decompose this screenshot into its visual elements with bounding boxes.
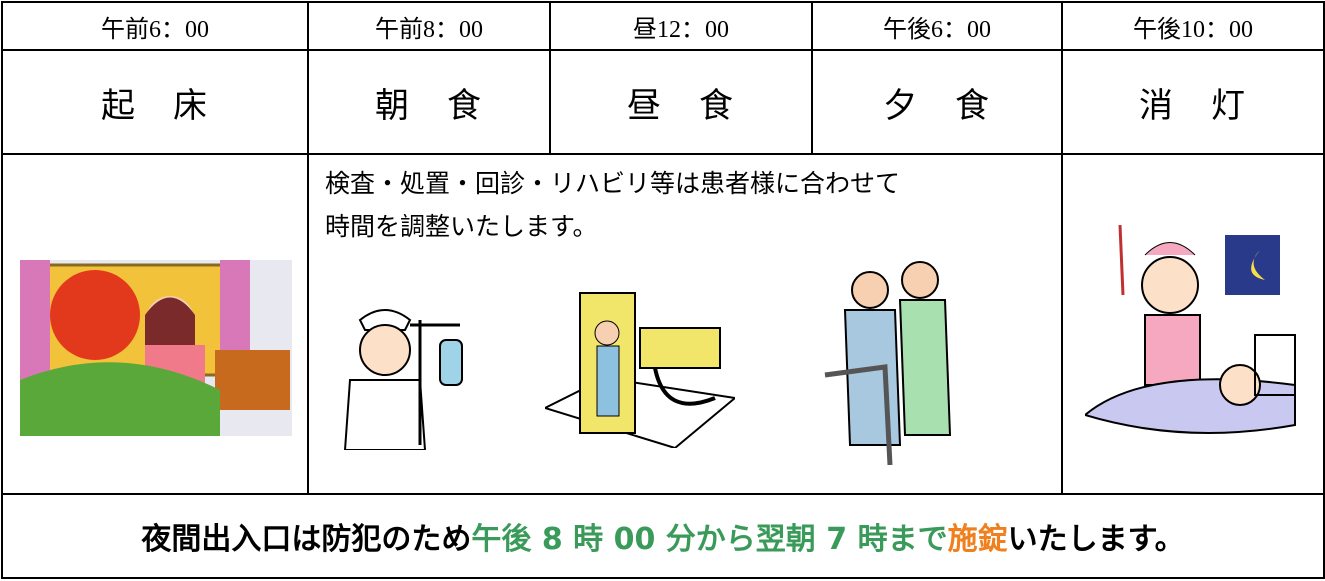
note-line: 検査・処置・回診・リハビリ等は患者様に合わせて (325, 171, 901, 198)
activity: 消 灯 (1061, 49, 1325, 155)
wakeup-illustration (20, 260, 292, 436)
activity: 朝 食 (307, 49, 551, 155)
activity: 昼 食 (549, 49, 813, 155)
time: 昼12：00 (549, 1, 813, 51)
nurse-illustration (343, 309, 463, 450)
rehab-illustration (824, 261, 952, 465)
xray-illustration (545, 292, 735, 448)
lightsout-illustration (1085, 225, 1296, 434)
time: 午後10：00 (1061, 1, 1325, 51)
footer-text: いたします。 (1007, 522, 1185, 557)
footer-lock: 施錠 (947, 522, 1008, 557)
activity: 起 床 (1, 49, 309, 155)
footer: 夜間出入口は防犯のため午後 8 時 00 分から翌朝 7 時まで施錠いたします。 (1, 493, 1325, 579)
activity: 夕 食 (811, 49, 1063, 155)
footer-time: 午後 8 時 00 分から翌朝 7 時まで (471, 522, 948, 557)
note-line: 時間を調整いたします。 (325, 214, 598, 241)
time: 午前8：00 (307, 1, 551, 51)
footer-text: 夜間出入口は防犯のため (141, 522, 472, 557)
time: 午後6：00 (811, 1, 1063, 51)
time: 午前6：00 (1, 1, 309, 51)
